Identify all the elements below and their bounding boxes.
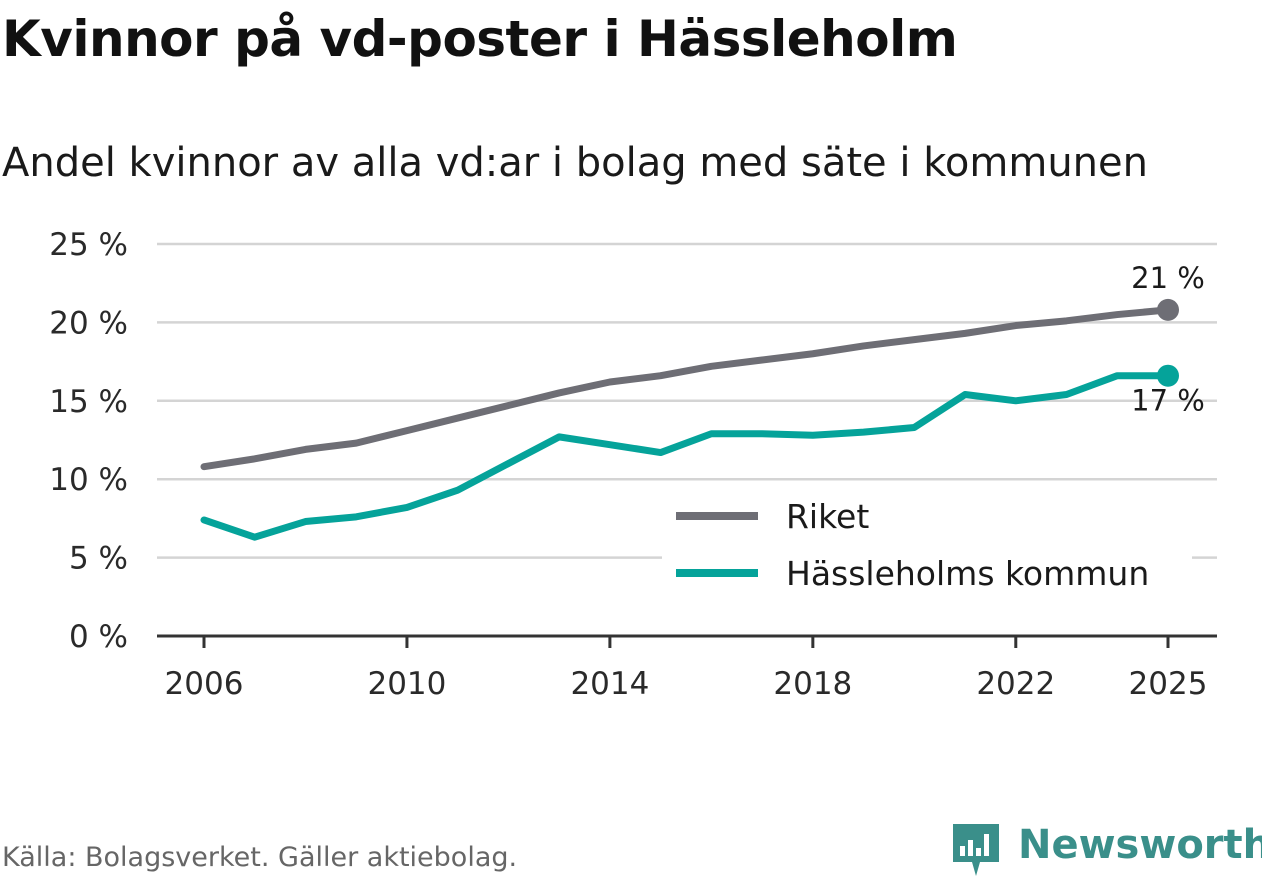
series-end-marker — [1157, 364, 1179, 387]
y-tick-label: 5 % — [69, 541, 128, 577]
brand-name: Newsworthy — [1018, 822, 1262, 868]
series-line-kommun — [200, 372, 1172, 541]
legend-label: Riket — [786, 497, 869, 536]
y-tick-label: 0 % — [69, 619, 128, 655]
series-lines: 21 % 17 % — [200, 261, 1205, 541]
x-tick-label: 2018 — [773, 666, 852, 702]
x-tick-label: 2014 — [570, 666, 649, 702]
chart-title: Kvinnor på vd-poster i Hässleholm — [2, 10, 958, 68]
x-tick-label: 2010 — [367, 666, 446, 702]
y-tick-label: 20 % — [49, 305, 128, 341]
x-tick-label: 2025 — [1129, 666, 1208, 702]
series-line-riket — [200, 306, 1172, 471]
newsworthy-logo: Newsworthy — [950, 818, 1262, 878]
x-axis-ticks: 2006 2010 2014 2018 2022 2025 — [157, 634, 1217, 702]
legend: Riket Hässleholms kommun — [662, 490, 1192, 600]
y-tick-label: 15 % — [49, 384, 128, 420]
x-tick-label: 2006 — [165, 666, 244, 702]
source-note: Källa: Bolagsverket. Gäller aktiebolag. — [2, 842, 518, 873]
series-end-label: 21 % — [1131, 261, 1205, 295]
newsworthy-logo-icon — [953, 824, 999, 876]
legend-background — [662, 490, 1192, 600]
series-end-marker — [1157, 298, 1179, 321]
series-end-label: 17 % — [1131, 384, 1205, 418]
y-tick-label: 25 % — [49, 227, 128, 263]
y-axis-ticks: 0 % 5 % 10 % 15 % 20 % 25 % — [49, 227, 128, 655]
chart-subtitle: Andel kvinnor av alla vd:ar i bolag med … — [2, 140, 1148, 186]
legend-label: Hässleholms kommun — [786, 554, 1149, 593]
y-tick-label: 10 % — [49, 462, 128, 498]
x-tick-label: 2022 — [976, 666, 1055, 702]
